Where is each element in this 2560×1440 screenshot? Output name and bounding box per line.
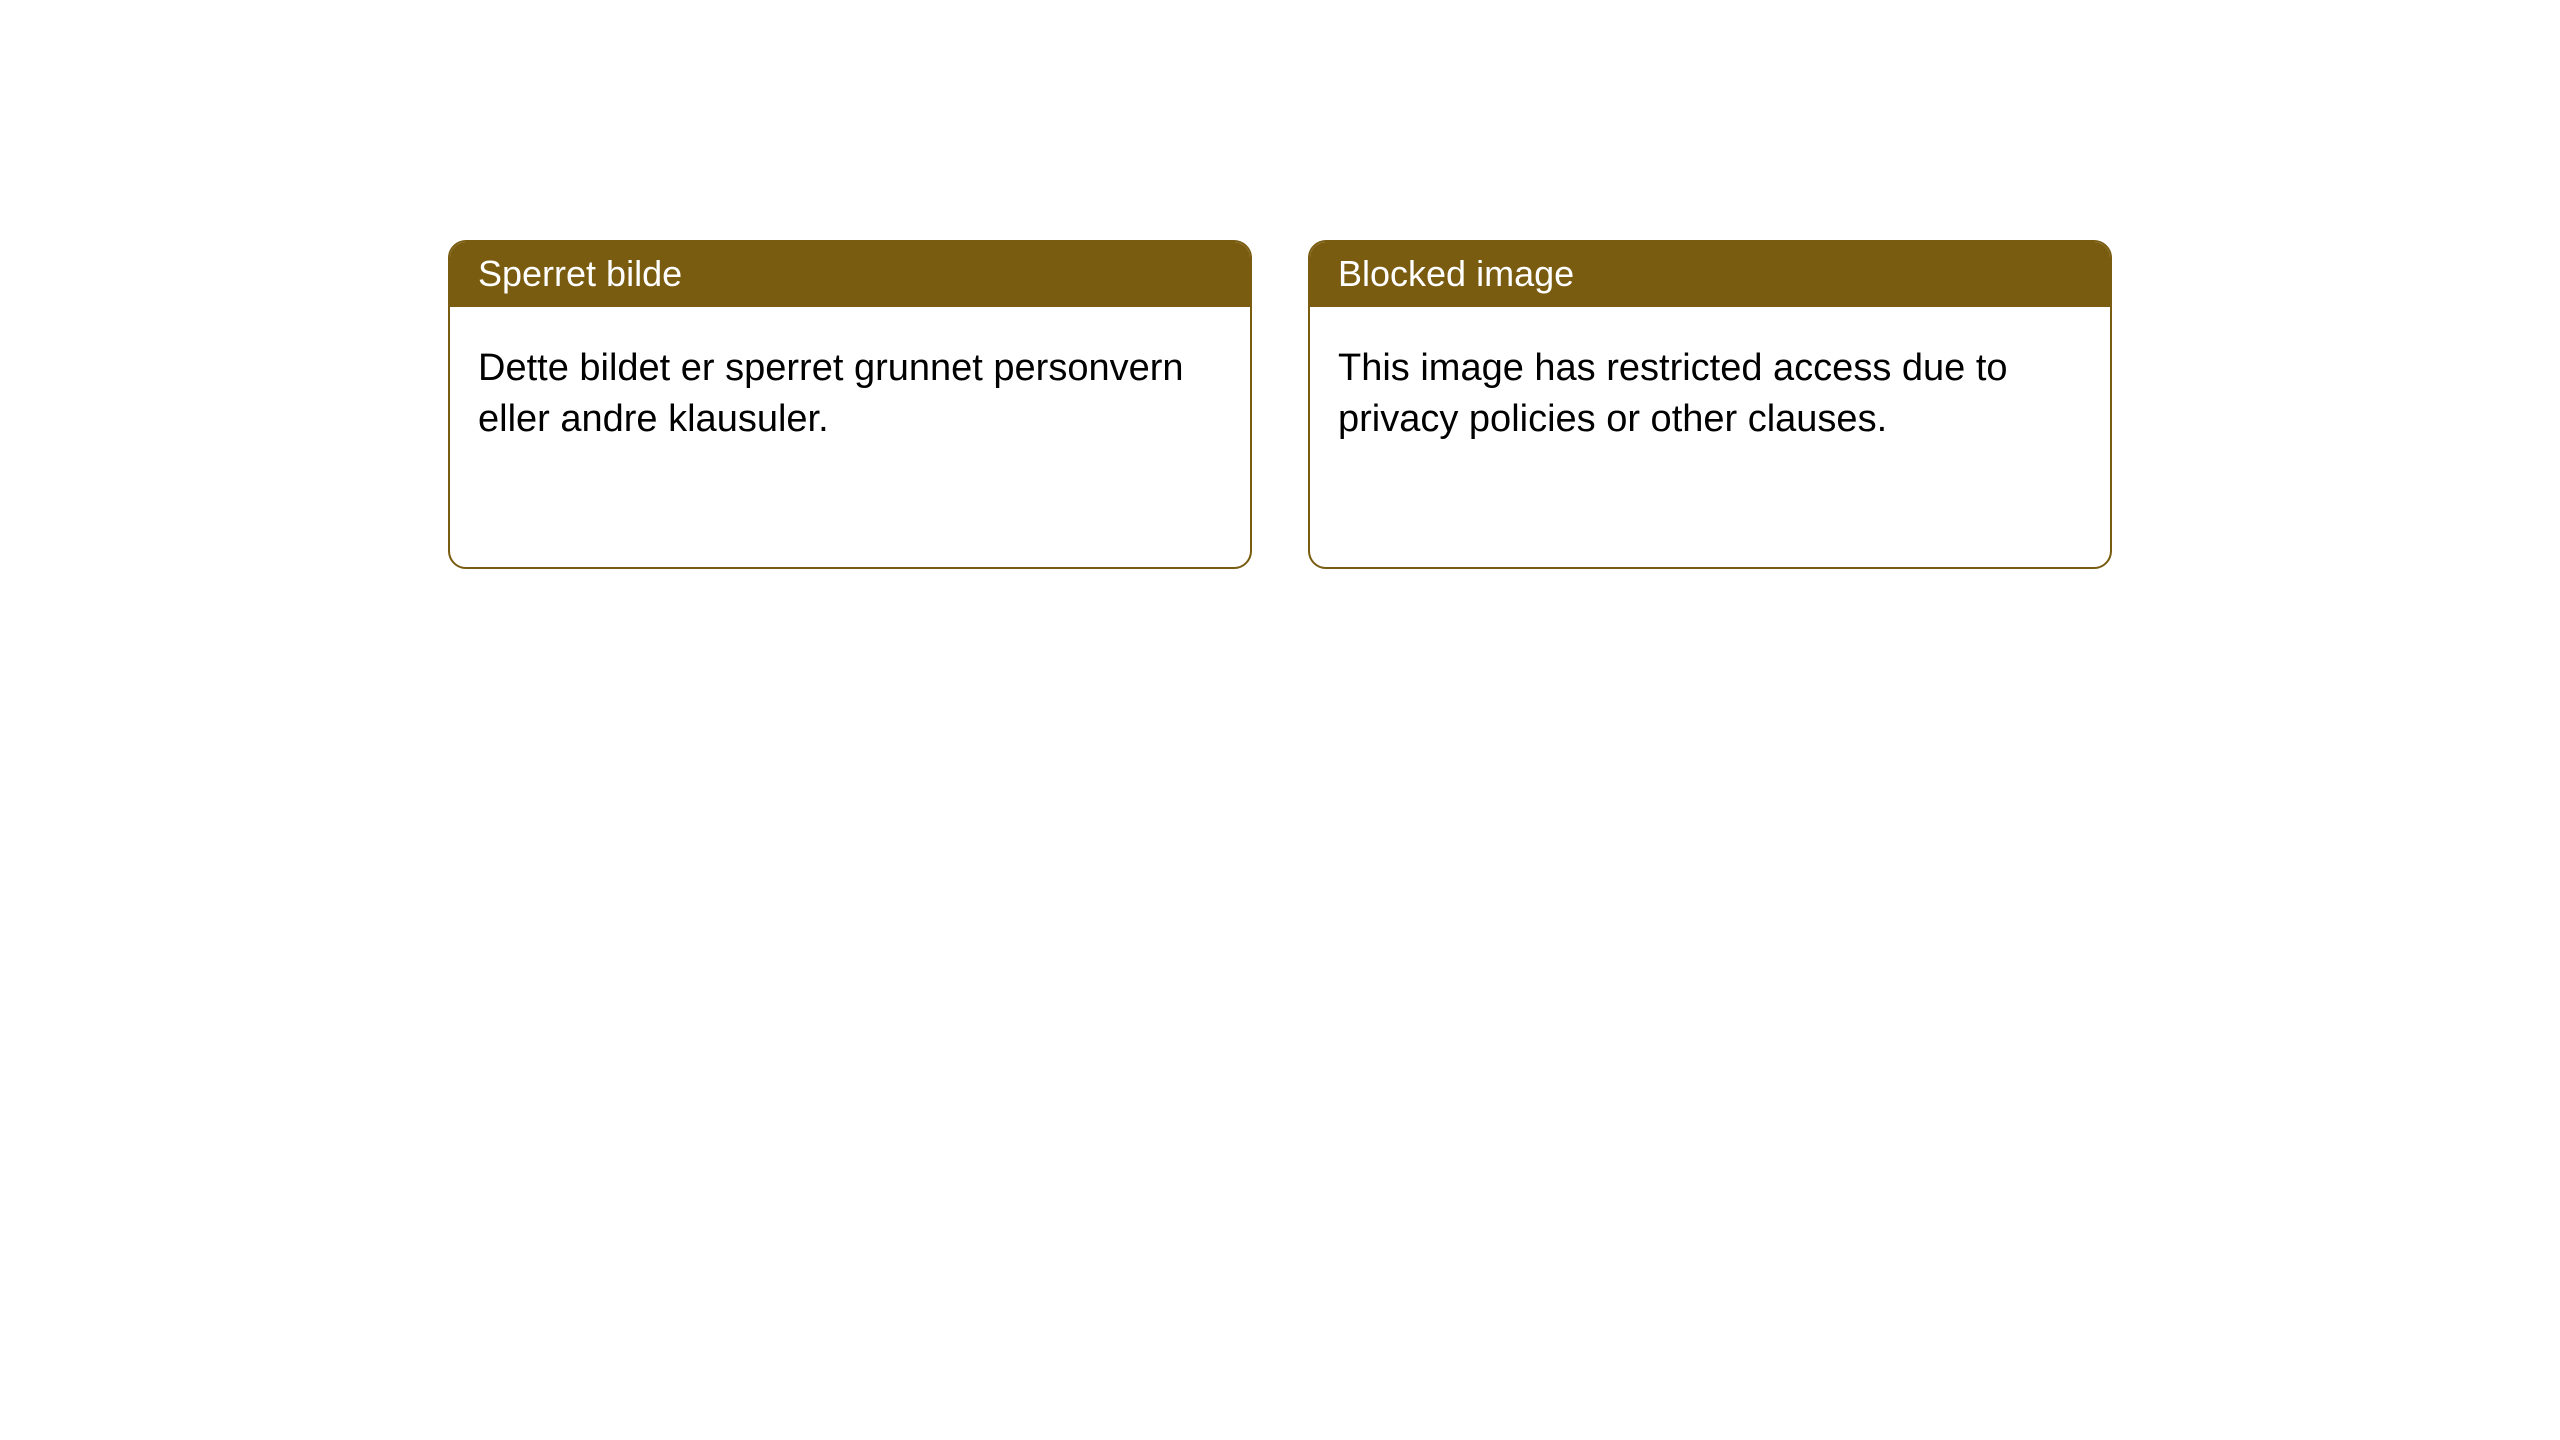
notice-title-en: Blocked image: [1310, 242, 2110, 307]
notice-card-en: Blocked image This image has restricted …: [1308, 240, 2112, 569]
notice-card-no: Sperret bilde Dette bildet er sperret gr…: [448, 240, 1252, 569]
notice-body-no: Dette bildet er sperret grunnet personve…: [450, 307, 1250, 567]
notice-body-en: This image has restricted access due to …: [1310, 307, 2110, 567]
notice-container: Sperret bilde Dette bildet er sperret gr…: [0, 0, 2560, 569]
notice-title-no: Sperret bilde: [450, 242, 1250, 307]
